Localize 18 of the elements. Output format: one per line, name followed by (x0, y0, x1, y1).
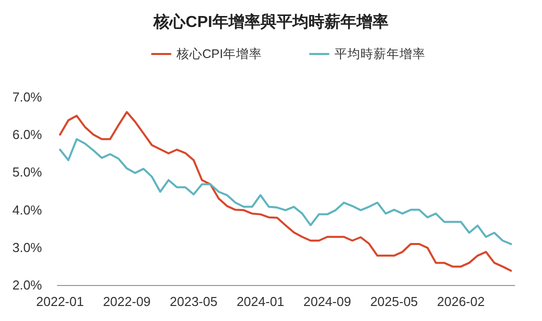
y-tick-label: 5.0% (12, 164, 42, 180)
x-tick-label: 2024-09 (303, 294, 352, 309)
y-tick-label: 6.0% (12, 127, 42, 142)
legend-label: 核心CPI年增率 (175, 46, 262, 61)
y-tick-label: 4.0% (12, 202, 42, 218)
x-tick-label: 2026-02 (437, 294, 485, 309)
x-tick-label: 2025-05 (370, 294, 418, 309)
line-series (59, 111, 512, 272)
x-tick-label: 2024-01 (236, 294, 284, 309)
y-tick-label: 7.0% (12, 90, 42, 104)
x-tick-label: 2023-05 (170, 294, 218, 309)
x-tick-label: 2022-01 (36, 294, 84, 309)
legend-label: 平均時薪年增率 (334, 46, 426, 61)
y-tick-label: 2.0% (12, 278, 42, 292)
line-series (59, 138, 512, 246)
y-tick-label: 3.0% (12, 240, 42, 255)
chart-title: 核心CPI年增率與平均時薪年增率 (152, 12, 388, 31)
x-tick-label: 2022-09 (102, 294, 151, 309)
